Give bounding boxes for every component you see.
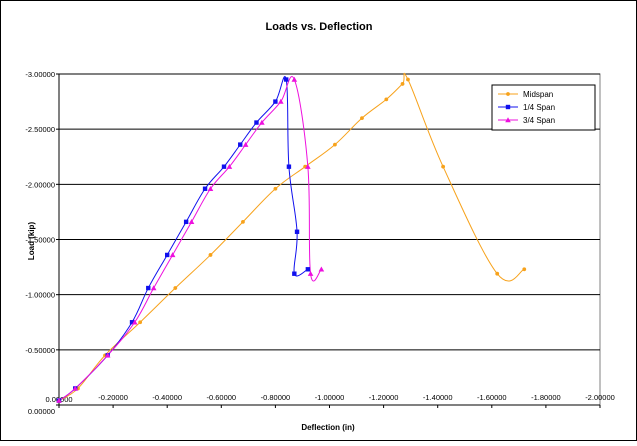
data-point-midspan: [522, 267, 527, 272]
data-point-1-4-span: [165, 252, 170, 258]
axes: [56, 73, 601, 408]
y-tick-label: 0.00000: [28, 407, 55, 416]
y-tick-label: -2.00000: [25, 180, 55, 189]
x-tick-label: -0.20000: [98, 393, 128, 402]
data-point-3-4-span: [131, 319, 138, 325]
y-tick-label: -2.50000: [25, 125, 55, 134]
data-point-1-4-span: [238, 142, 243, 147]
y-tick-label: -3.00000: [25, 70, 55, 79]
data-point-3-4-span: [150, 285, 157, 291]
data-point-1-4-span: [146, 285, 151, 291]
data-point-3-4-span: [278, 98, 284, 104]
x-tick-label: -0.80000: [261, 393, 291, 402]
data-point-midspan: [241, 219, 245, 224]
data-point-midspan: [384, 97, 389, 102]
x-tick-label: -1.00000: [315, 393, 345, 402]
data-point-3-4-span: [56, 397, 62, 403]
data-point-midspan: [333, 142, 337, 147]
data-point-midspan: [138, 320, 143, 325]
data-point-3-4-span: [305, 163, 311, 169]
data-point-midspan: [495, 271, 500, 276]
data-point-1-4-span: [221, 164, 227, 169]
data-point-1-4-span: [273, 99, 278, 104]
legend-marker-1-4-span: [505, 104, 511, 110]
data-point-1-4-span: [294, 229, 300, 234]
x-tick-label: -0.60000: [206, 393, 236, 402]
data-point-midspan: [406, 77, 410, 82]
data-point-3-4-span: [226, 163, 233, 169]
data-point-1-4-span: [202, 186, 208, 191]
legend-label-3-4-span: 3/4 Span: [523, 116, 555, 125]
legend-label-midspan: Midspan: [523, 90, 553, 99]
data-point-midspan: [173, 286, 178, 290]
legend-label-1-4-span: 1/4 Span: [523, 103, 555, 112]
series-markers: [56, 76, 527, 403]
data-point-midspan: [400, 82, 405, 86]
data-point-3-4-span: [72, 385, 79, 391]
x-tick-label: -0.40000: [152, 393, 182, 402]
series-line-3-4-span: [58, 76, 322, 401]
data-point-3-4-span: [188, 219, 195, 225]
data-point-midspan: [441, 164, 446, 169]
legend-marker-3-4-span: [505, 117, 511, 123]
data-point-1-4-span: [129, 320, 135, 325]
series-line-midspan: [58, 72, 525, 402]
y-tick-label: -1.00000: [25, 291, 55, 300]
data-point-1-4-span: [284, 77, 289, 82]
data-point-3-4-span: [242, 141, 249, 147]
data-point-1-4-span: [292, 271, 297, 276]
x-tick-label: -1.20000: [369, 393, 399, 402]
data-point-3-4-span: [307, 270, 314, 276]
data-point-midspan: [360, 116, 364, 121]
data-point-3-4-span: [207, 185, 214, 191]
x-tick-label: -1.80000: [531, 393, 561, 402]
data-point-midspan: [273, 186, 278, 191]
x-tick-label: -2.00000: [585, 393, 615, 402]
data-point-3-4-span: [169, 252, 176, 258]
x-axis-label: Deflection (in): [301, 423, 355, 432]
x-tick-label: -1.40000: [423, 393, 453, 402]
data-point-midspan: [208, 253, 213, 257]
y-tick-label: -1.50000: [25, 236, 55, 245]
data-point-1-4-span: [286, 164, 292, 169]
data-point-3-4-span: [104, 352, 111, 358]
data-point-3-4-span: [259, 119, 265, 125]
data-point-3-4-span: [291, 76, 298, 82]
data-point-1-4-span: [254, 120, 259, 125]
legend: Midspan 1/4 Span 3/4 Span: [491, 84, 596, 131]
chart-title: Loads vs. Deflection: [266, 21, 373, 33]
legend-marker-midspan: [506, 92, 510, 96]
data-point-1-4-span: [305, 267, 311, 272]
y-tick-label: -0.50000: [25, 346, 55, 355]
x-tick-label: -1.60000: [477, 393, 507, 402]
data-point-3-4-span: [318, 266, 325, 272]
y-tick-labels: 0.00000 -0.50000 -1.00000 -1.50000 -2.00000 -…: [25, 70, 55, 416]
y-axis-label: Load (kip): [27, 222, 36, 261]
data-point-1-4-span: [183, 219, 189, 225]
